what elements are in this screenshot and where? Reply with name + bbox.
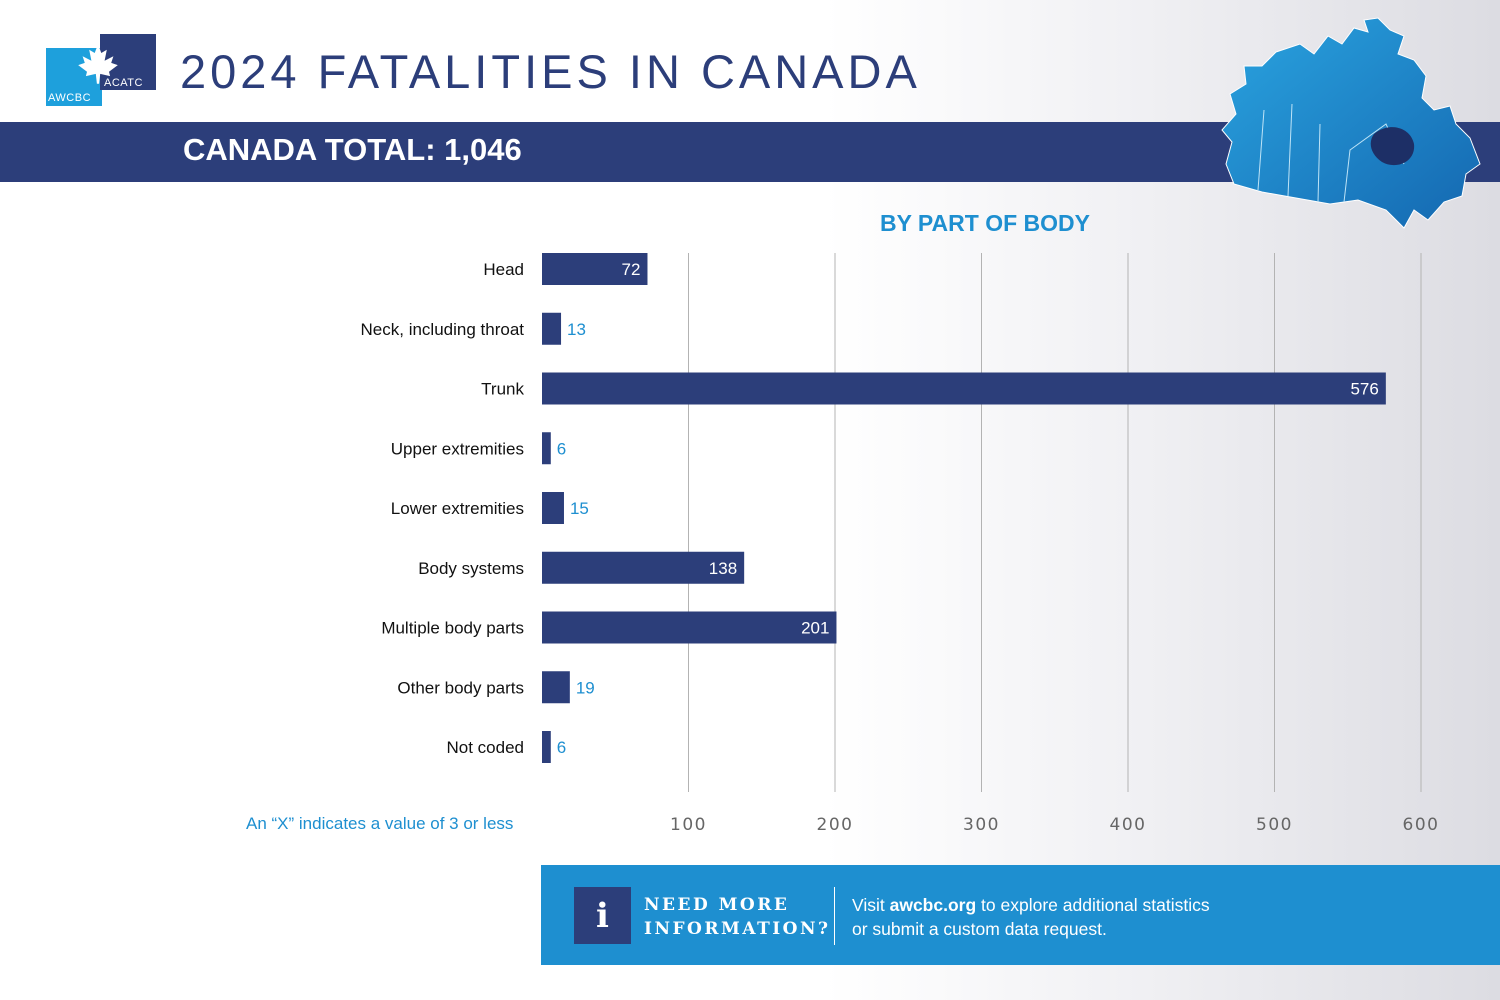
- category-label: Body systems: [418, 559, 524, 578]
- x-tick-label: 600: [1403, 815, 1440, 835]
- data-label: 13: [567, 320, 586, 339]
- bar-chart: Head Neck, including throat Trunk Upper ext…: [361, 253, 1440, 835]
- bar: [542, 671, 570, 704]
- x-tick-label: 400: [1110, 815, 1147, 835]
- bar: [542, 551, 745, 584]
- info-divider: [834, 887, 835, 945]
- x-tick-label: 500: [1256, 815, 1293, 835]
- logo-text-acatc: ACATC: [104, 77, 143, 89]
- info-text-prefix: Visit: [852, 895, 890, 915]
- bar: [542, 432, 551, 465]
- category-label: Not coded: [447, 738, 525, 757]
- maple-leaf-icon: [78, 44, 118, 84]
- canada-map-icon: [1221, 17, 1481, 229]
- info-panel: i NEED MORE INFORMATION? Visit awcbc.org…: [541, 865, 1500, 965]
- logo-text-awcbc: AWCBC: [48, 92, 92, 104]
- category-label: Multiple body parts: [381, 619, 524, 638]
- bar: [542, 312, 562, 345]
- data-label: 6: [557, 439, 566, 458]
- data-label: 576: [1350, 380, 1378, 399]
- info-text-line2: or submit a custom data request.: [852, 919, 1107, 939]
- x-tick-label: 300: [963, 815, 1000, 835]
- info-heading-line2: INFORMATION?: [644, 919, 831, 939]
- bar: [542, 611, 837, 644]
- data-label: 138: [709, 559, 737, 578]
- data-label: 15: [570, 499, 589, 518]
- info-heading-line1: NEED MORE: [644, 895, 790, 915]
- awcbc-logo: AWCBC ACATC: [46, 34, 156, 106]
- category-label: Upper extremities: [391, 439, 524, 458]
- awcbc-link[interactable]: awcbc.org: [889, 895, 977, 915]
- bar: [542, 253, 648, 285]
- category-label: Head: [483, 260, 524, 279]
- footnote: An “X” indicates a value of 3 or less: [246, 814, 514, 833]
- chart-title: BY PART OF BODY: [880, 210, 1090, 236]
- data-label: 6: [557, 738, 566, 757]
- category-label: Lower extremities: [391, 499, 524, 518]
- canada-total-label: CANADA TOTAL: 1,046: [183, 132, 522, 167]
- info-text: Visit awcbc.org to explore additional st…: [852, 893, 1210, 941]
- info-text-suffix: to explore additional statistics: [976, 895, 1210, 915]
- category-label: Neck, including throat: [361, 320, 525, 339]
- bar: [542, 731, 551, 763]
- bar: [542, 492, 564, 524]
- info-heading: NEED MORE INFORMATION?: [644, 893, 831, 941]
- info-icon: i: [574, 887, 631, 944]
- data-label: 19: [576, 678, 595, 697]
- page-title: 2024 FATALITIES IN CANADA: [180, 45, 921, 98]
- x-tick-label: 100: [670, 815, 707, 835]
- category-label: Other body parts: [397, 678, 524, 697]
- x-tick-label: 200: [817, 815, 854, 835]
- data-label: 201: [801, 619, 829, 638]
- bar: [542, 372, 1386, 405]
- data-label: 72: [622, 260, 641, 279]
- category-label: Trunk: [481, 380, 524, 399]
